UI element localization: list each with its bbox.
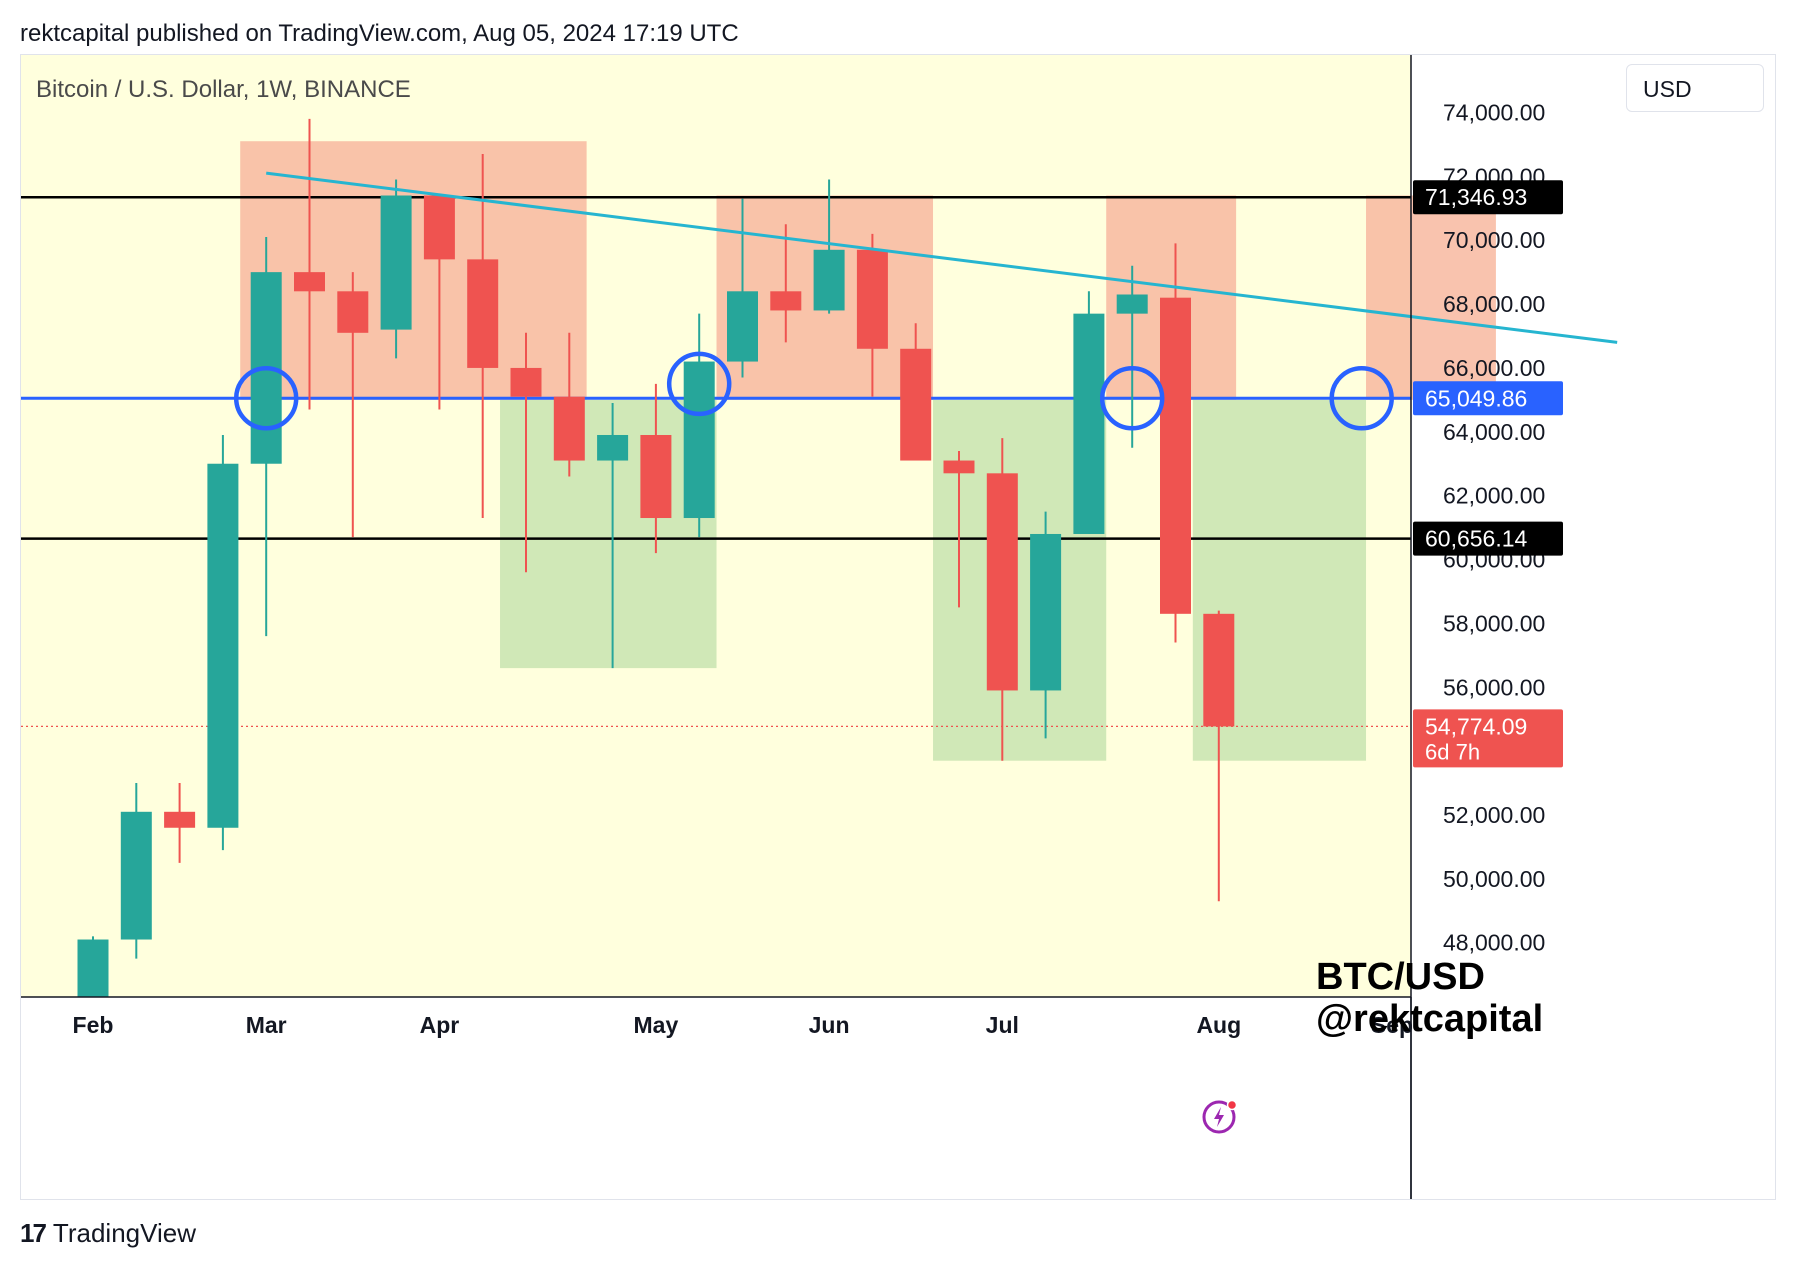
candle-body[interactable] bbox=[1073, 313, 1105, 534]
candle-body[interactable] bbox=[1030, 533, 1062, 691]
x-tick-label: May bbox=[634, 1012, 679, 1038]
price-label-text: 65,049.86 bbox=[1425, 385, 1527, 411]
candle-body[interactable] bbox=[1116, 294, 1148, 314]
candle-body[interactable] bbox=[986, 473, 1018, 691]
y-tick-label: 64,000.00 bbox=[1443, 419, 1545, 445]
last-price-badge bbox=[1413, 709, 1563, 768]
candle-body[interactable] bbox=[120, 811, 152, 940]
retest-circle[interactable] bbox=[666, 351, 732, 417]
candle-body[interactable] bbox=[1203, 613, 1235, 727]
x-tick-label: Mar bbox=[246, 1012, 287, 1038]
candle-body[interactable] bbox=[943, 460, 975, 474]
tradingview-icon: 17 bbox=[20, 1218, 47, 1248]
y-tick-label: 58,000.00 bbox=[1443, 610, 1545, 636]
price-label-text: 60,656.14 bbox=[1425, 526, 1528, 552]
price-label-badge bbox=[1413, 521, 1563, 556]
price-label-badge bbox=[1413, 381, 1563, 416]
x-tick-label: Jun bbox=[809, 1012, 850, 1038]
candle-body[interactable] bbox=[294, 272, 325, 292]
candle-body[interactable] bbox=[640, 434, 672, 519]
time-axis-mask bbox=[1412, 998, 1775, 1199]
candle-body[interactable] bbox=[1160, 297, 1191, 614]
x-tick-label: Apr bbox=[420, 1012, 460, 1038]
x-tick-label: Jul bbox=[986, 1012, 1019, 1038]
x-tick-label: Aug bbox=[1196, 1012, 1241, 1038]
candle-body[interactable] bbox=[727, 291, 758, 362]
y-tick-label: 62,000.00 bbox=[1443, 483, 1545, 509]
retest-circle[interactable] bbox=[233, 366, 299, 431]
tradingview-brand: TradingView bbox=[52, 1218, 196, 1248]
watermark-handle: @rektcapital bbox=[1316, 998, 1544, 1040]
candle-body[interactable] bbox=[597, 434, 629, 461]
retest-circle[interactable] bbox=[1099, 366, 1165, 431]
tradingview-logo[interactable]: 17 TradingView bbox=[20, 1218, 196, 1249]
x-tick-label: Sep bbox=[1371, 1012, 1413, 1038]
price-label-badge bbox=[1413, 180, 1563, 215]
symbol-title: Bitcoin / U.S. Dollar, 1W, BINANCE bbox=[36, 76, 411, 103]
currency-selector[interactable]: USD bbox=[1626, 64, 1764, 112]
candle-body[interactable] bbox=[770, 291, 802, 311]
published-line: rektcapital published on TradingView.com… bbox=[20, 20, 739, 47]
retest-circle[interactable] bbox=[1329, 366, 1394, 431]
chart-frame: 48,000.00 50,000.00 52,000.00 56,000.00 58,0… bbox=[20, 54, 1776, 1200]
candle-body[interactable] bbox=[423, 195, 455, 260]
y-tick-label: 52,000.00 bbox=[1443, 802, 1545, 828]
y-tick-label: 68,000.00 bbox=[1443, 291, 1545, 317]
candle-body[interactable] bbox=[467, 259, 499, 368]
price-label-text: 71,346.93 bbox=[1425, 184, 1527, 210]
y-tick-label: 70,000.00 bbox=[1443, 227, 1545, 253]
bar-countdown-text: 6d 7h bbox=[1425, 739, 1480, 764]
y-tick-label: 50,000.00 bbox=[1443, 866, 1545, 892]
candle-body[interactable] bbox=[77, 939, 109, 997]
candle-body[interactable] bbox=[553, 396, 585, 461]
candle-body[interactable] bbox=[337, 291, 369, 333]
y-tick-label: 48,000.00 bbox=[1443, 930, 1545, 956]
candle-body[interactable] bbox=[683, 361, 715, 519]
y-tick-label: 66,000.00 bbox=[1443, 355, 1545, 381]
resistance-zone bbox=[240, 141, 587, 400]
y-tick-label: 56,000.00 bbox=[1443, 674, 1545, 700]
candle-body[interactable] bbox=[510, 367, 542, 397]
x-tick-label: Feb bbox=[73, 1012, 114, 1038]
candlestick-chart[interactable]: 48,000.00 50,000.00 52,000.00 56,000.00 58,0… bbox=[21, 55, 1775, 1199]
time-axis-background bbox=[21, 997, 1411, 1199]
descending-trendline[interactable] bbox=[266, 171, 1618, 344]
candle-body[interactable] bbox=[207, 463, 239, 828]
lightning-icon[interactable] bbox=[1202, 1096, 1240, 1134]
candle-body[interactable] bbox=[900, 348, 932, 461]
candle-body[interactable] bbox=[164, 811, 196, 828]
watermark-symbol: BTC/USD bbox=[1316, 956, 1485, 998]
candle-body[interactable] bbox=[813, 249, 845, 311]
candle-body[interactable] bbox=[380, 195, 412, 330]
author-watermark: BTC/USD @rektcapital bbox=[1316, 956, 1543, 1040]
candle-body[interactable] bbox=[856, 249, 888, 349]
y-tick-label: 74,000.00 bbox=[1443, 99, 1545, 125]
resistance-zone bbox=[1366, 195, 1496, 400]
last-price-text: 54,774.09 bbox=[1425, 713, 1527, 739]
